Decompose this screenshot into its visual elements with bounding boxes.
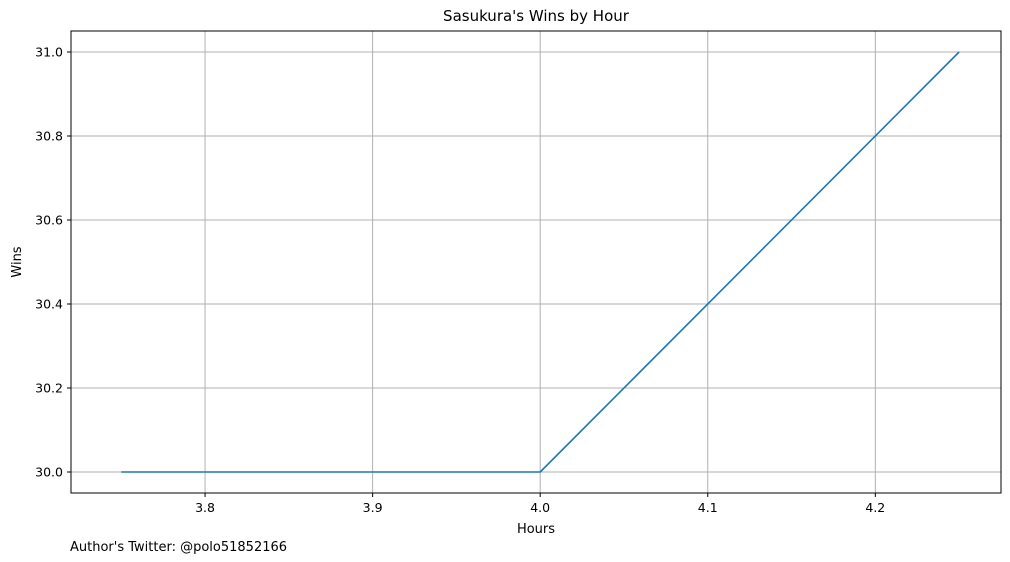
series-line xyxy=(121,51,960,473)
y-tick-label: 30.8 xyxy=(35,129,63,144)
x-axis-label: Hours xyxy=(517,522,555,537)
series-layer xyxy=(121,51,960,473)
chart-title: Sasukura's Wins by Hour xyxy=(443,7,630,25)
x-tick-label: 3.8 xyxy=(195,500,215,515)
x-tick-label: 4.2 xyxy=(865,500,885,515)
tick-layer: 3.8 3.9 4.0 4.1 4.2 30.0 30.2 30.4 30.6 30.8 31.0 xyxy=(35,45,885,516)
y-tick-label: 30.2 xyxy=(35,381,63,396)
plot-frame xyxy=(70,30,1002,494)
y-tick-label: 30.6 xyxy=(35,213,63,228)
footer-note: Author's Twitter: @polo51852166 xyxy=(70,540,287,555)
grid-layer xyxy=(71,31,1001,493)
y-axis-label: Wins xyxy=(10,246,25,277)
x-tick-label: 4.0 xyxy=(530,500,550,515)
y-tick-label: 30.4 xyxy=(35,297,63,312)
x-tick-label: 3.9 xyxy=(363,500,383,515)
y-tick-label: 31.0 xyxy=(35,45,63,60)
x-tick-label: 4.1 xyxy=(698,500,718,515)
y-tick-label: 30.0 xyxy=(35,465,63,480)
